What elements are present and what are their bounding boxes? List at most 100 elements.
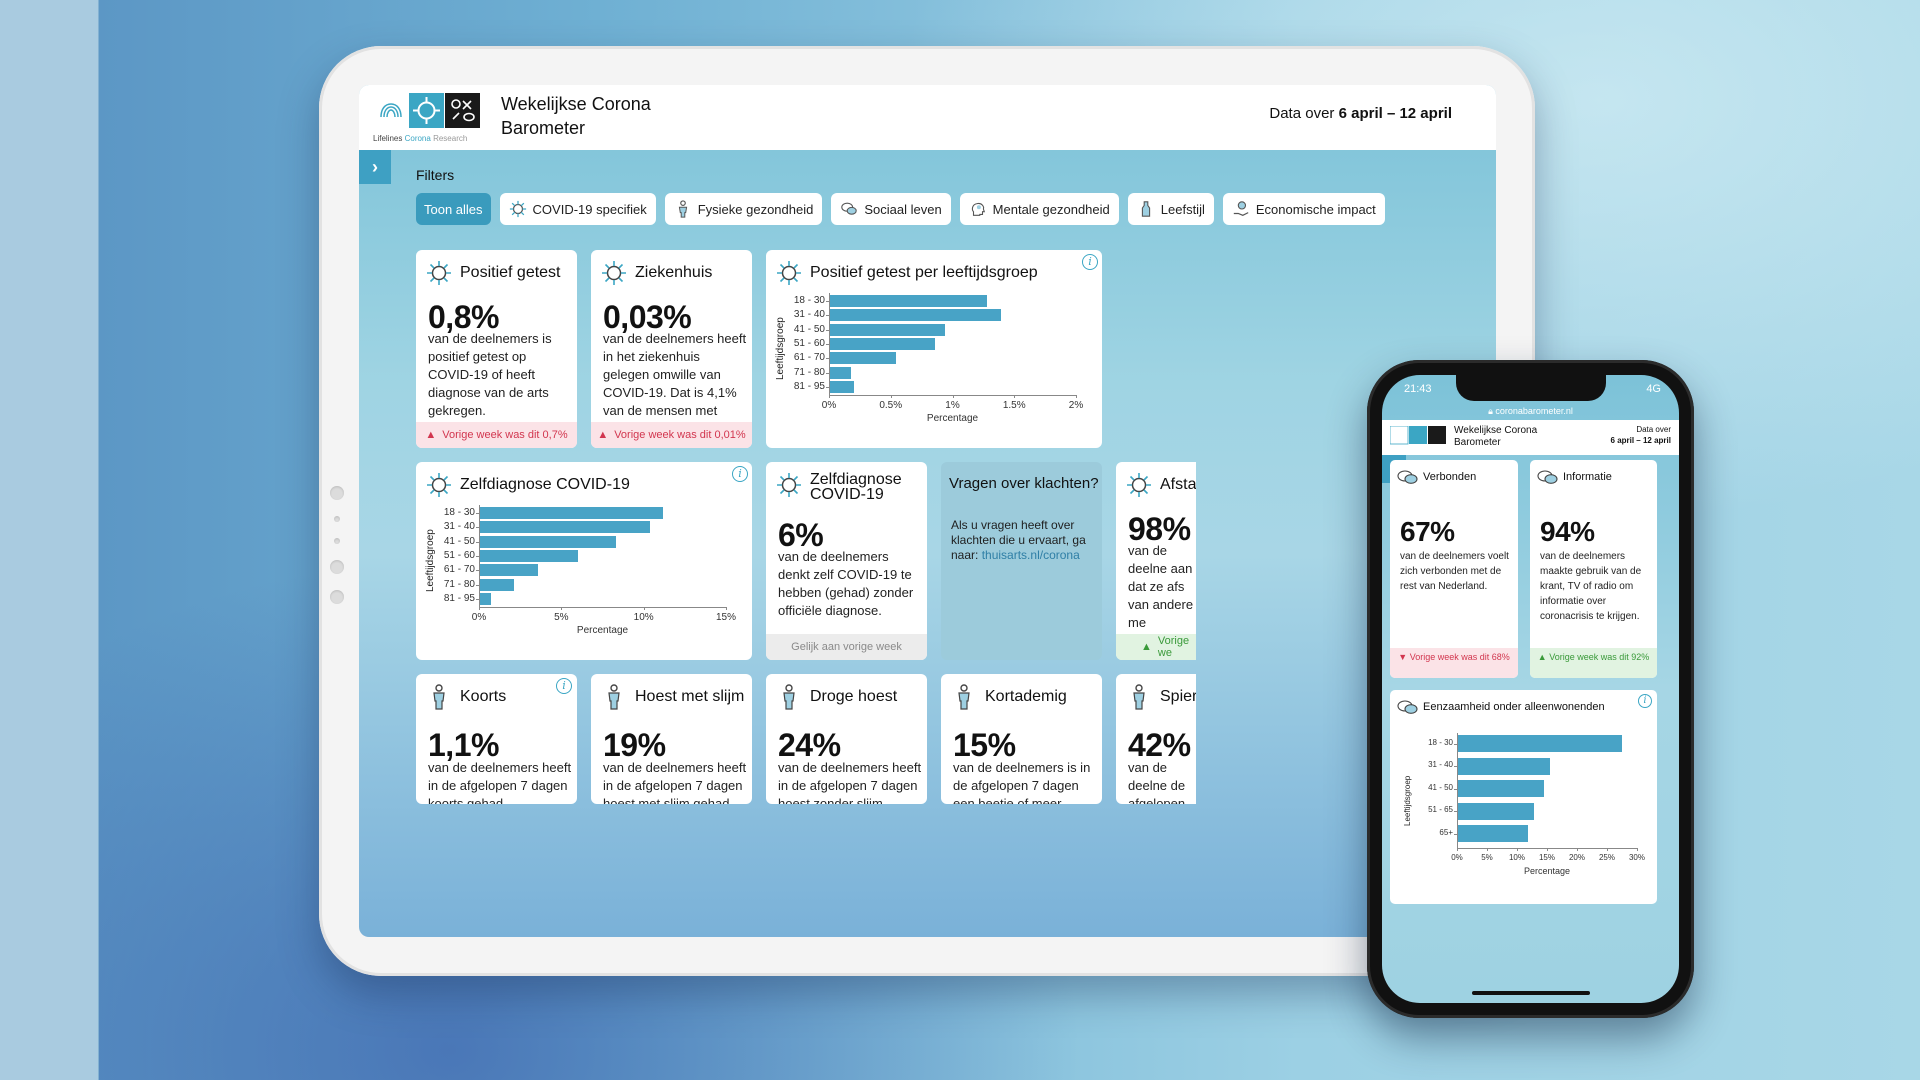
tablet-device: Lifelines Corona Research Wekelijkse Cor… [319, 46, 1535, 976]
trend-text: Vorige week was dit 92% [1549, 652, 1650, 662]
filter-chip-label: Leefstijl [1160, 201, 1205, 217]
url-bar[interactable]: 🔒︎ coronabarometer.nl [1382, 406, 1679, 417]
date-prefix: Data over [1269, 105, 1335, 122]
logo-text-lifelines: Lifelines [373, 134, 403, 143]
bar [1457, 757, 1550, 775]
phone-device: 21:43 4G 🔒︎ coronabarometer.nl Wekelijkse… [1367, 360, 1694, 1018]
x-tick-mark [1457, 847, 1458, 851]
filter-chip-covid[interactable]: COVID-19 specifiek [499, 193, 656, 225]
lifelines-logo[interactable]: Lifelines Corona Research [373, 93, 485, 145]
filter-chip-toon-alles[interactable]: Toon alles [416, 193, 491, 225]
x-axis-label: Percentage [1523, 865, 1571, 876]
chat-bubbles-icon [841, 202, 858, 215]
bar [479, 521, 651, 534]
category-tick-label: 51 - 65 [1428, 805, 1453, 814]
card-chart-leeftijdsgroep[interactable]: Positief getest per leeftijdsgroep i 18 … [766, 250, 1102, 448]
card-afstand[interactable]: Afstan 98% van de deelne aan dat ze afs … [1116, 462, 1196, 660]
tick-mark [476, 541, 479, 543]
x-tick-mark [479, 607, 480, 611]
date-range-value: 6 april – 12 april [1338, 105, 1452, 122]
home-indicator[interactable] [1472, 991, 1590, 995]
tick-mark [1454, 743, 1457, 745]
y-axis-line [479, 505, 480, 608]
card-title: Kortademig [985, 688, 1067, 705]
category-tick-label: 51 - 60 [793, 337, 825, 349]
triangle-down-icon: ▼ [1398, 652, 1408, 662]
virus-icon [777, 473, 801, 497]
card-footer-trend: ▲ Vorige week was dit 92% [1530, 648, 1657, 678]
tick-mark [826, 329, 829, 331]
x-tick-mark [1547, 847, 1548, 851]
info-icon[interactable]: i [732, 466, 748, 482]
page-title: Wekelijkse Corona Barometer [501, 94, 651, 138]
phone-notch [1456, 375, 1606, 401]
trend-text: Vorige week was dit 0,01% [614, 429, 746, 441]
y-axis-label: Leeftijdsgroep [775, 317, 786, 381]
tick-mark [476, 527, 479, 529]
card-vragen-klachten[interactable]: Vragen over klachten? Als u vragen heeft… [941, 462, 1102, 660]
date-prefix: Data over [1636, 425, 1671, 434]
bar [1457, 735, 1622, 752]
y-axis-line [829, 293, 830, 396]
category-tick-label: 81 - 95 [443, 592, 475, 604]
tablet-side-buttons [330, 486, 346, 620]
chat-bubbles-icon [1537, 470, 1558, 484]
y-axis-label: Leeftijdsgroep [425, 529, 436, 593]
head-icon [971, 202, 985, 216]
info-icon[interactable]: i [1082, 254, 1098, 270]
card-description: van de deelnemers denkt zelf COVID-19 te… [778, 549, 914, 618]
logo-text-research: Research [433, 134, 468, 143]
card-kortademig[interactable]: Kortademig 15% van de deelnemers is in d… [941, 674, 1102, 804]
filter-chip-economisch[interactable]: Economische impact [1222, 193, 1385, 225]
card-footer-trend: ▲ Vorige week was dit 0,7% [416, 422, 577, 448]
card-chart-zelfdiagnose[interactable]: Zelfdiagnose COVID-19 i 18 - 30 31 - 40 41… [416, 462, 752, 660]
card-description: van de deelnemers heeft in de afgelopen … [778, 760, 922, 804]
card-description: van de deelnemers heeft in de afgelopen … [603, 760, 747, 804]
info-icon[interactable]: i [556, 678, 572, 694]
person-icon [678, 200, 687, 218]
x-tick-label: 0% [471, 612, 487, 624]
card-chart-eenzaamheid[interactable]: Eenzaamheid onder alleenwonenden i 18 - … [1390, 690, 1657, 904]
sidebar-toggle-button[interactable]: › [359, 150, 391, 184]
card-footer-trend: Gelijk aan vorige week [766, 634, 927, 660]
x-tick-label: 20% [1568, 852, 1585, 862]
card-ziekenhuis[interactable]: Ziekenhuis 0,03% van de deelnemers heeft… [591, 250, 752, 448]
card-droge-hoest[interactable]: Droge hoest 24% van de deelnemers heeft … [766, 674, 927, 804]
x-tick-mark [952, 395, 954, 399]
tick-mark [476, 513, 479, 514]
bar [479, 578, 514, 591]
card-hoest-slijm[interactable]: Hoest met slijm 19% van de deelnemers he… [591, 674, 752, 804]
date-range-value: 6 april – 12 april [1610, 436, 1671, 445]
filter-chip-leefstijl[interactable]: Leefstijl [1127, 193, 1214, 225]
x-tick-label: 1.5% [1002, 400, 1026, 412]
category-tick-label: 61 - 70 [443, 564, 475, 576]
x-axis-line [479, 607, 726, 609]
info-icon[interactable]: i [1638, 694, 1652, 708]
thuisarts-link[interactable]: thuisarts.nl/corona [981, 548, 1080, 562]
person-icon [783, 684, 795, 710]
x-tick-label: 15% [715, 612, 736, 624]
x-tick-mark [829, 395, 830, 399]
x-tick-label: 25% [1598, 852, 1615, 862]
card-value: 0,03% [603, 299, 692, 335]
lock-icon: 🔒︎ [1488, 406, 1493, 416]
card-positief-getest[interactable]: Positief getest 0,8% van de deelnemers i… [416, 250, 577, 448]
card-spierpijn[interactable]: Spierp 42% van de deelne de afgelopen be… [1116, 674, 1196, 804]
x-tick-mark [1577, 847, 1578, 851]
card-verbonden[interactable]: Verbonden 67% van de deelnemers voelt zi… [1390, 460, 1518, 678]
filter-chips: Toon alles COVID-19 specifiek Fysieke ge… [416, 193, 1385, 225]
x-tick-label: 2% [1068, 400, 1084, 412]
filter-chip-fysiek[interactable]: Fysieke gezondheid [664, 193, 823, 225]
chevron-right-icon: › [372, 156, 378, 177]
card-koorts[interactable]: Koorts i 1,1% van de deelnemers heeft in… [416, 674, 577, 804]
chart-title: Zelfdiagnose COVID-19 [460, 476, 630, 493]
bottle-icon [1141, 201, 1150, 217]
logo-text-corona: Corona [404, 134, 431, 143]
card-zelfdiagnose[interactable]: Zelfdiagnose COVID-19 6% van de deelneme… [766, 462, 927, 660]
url-text: coronabarometer.nl [1495, 406, 1573, 416]
card-informatie[interactable]: Informatie 94% van de deelnemers maakte … [1530, 460, 1657, 678]
card-title: Hoest met slijm [635, 688, 745, 705]
filter-chip-mentaal[interactable]: Mentale gezondheid [959, 193, 1119, 225]
filter-chip-sociaal[interactable]: Sociaal leven [831, 193, 951, 225]
virus-icon [427, 473, 451, 497]
